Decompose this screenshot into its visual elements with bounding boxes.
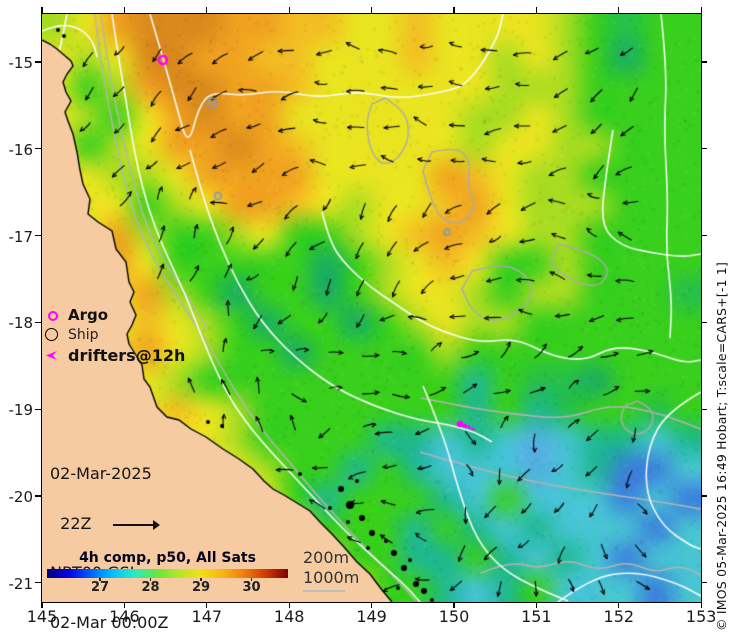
x-axis-label: 152 [603, 607, 635, 626]
y-axis-tick-right [701, 495, 707, 497]
x-axis-tick [288, 602, 290, 608]
x-axis-tick-top [288, 7, 290, 13]
legend-label-ship: Ship [68, 327, 99, 343]
depth-label-1000m: 1000m [303, 568, 360, 587]
sst-map-canvas[interactable] [42, 14, 701, 602]
velocity-scale-arrowhead-icon [153, 520, 160, 530]
x-axis-tick-top [41, 7, 43, 13]
y-axis-tick [35, 61, 41, 63]
colorbar-tick [99, 578, 101, 581]
y-axis-tick-right [701, 61, 707, 63]
y-axis-tick-right [701, 321, 707, 324]
y-axis-label: -18 [8, 314, 34, 333]
sst-colorbar [47, 569, 288, 578]
y-axis-label: -21 [8, 574, 34, 593]
y-axis-tick [35, 582, 41, 584]
y-axis-tick-right [701, 235, 707, 237]
legend-label-drifters: drifters@12h [68, 346, 186, 365]
y-axis-label: -15 [8, 54, 34, 72]
x-axis-tick-top [453, 7, 455, 13]
x-axis-tick [41, 602, 43, 608]
x-axis-label: 145 [26, 607, 58, 626]
x-axis-tick [453, 602, 455, 608]
colorbar-tick-label: 27 [90, 580, 110, 595]
map-frame [41, 13, 702, 603]
x-axis-label: 146 [109, 607, 140, 626]
x-axis-tick-top [618, 7, 620, 13]
y-axis-tick [35, 495, 41, 497]
y-axis-label: -19 [8, 401, 34, 420]
x-axis-tick [618, 602, 620, 608]
y-axis-tick [35, 408, 41, 410]
x-axis-tick [123, 602, 126, 608]
argo-float-icon [48, 311, 58, 321]
x-axis-tick-top [535, 7, 538, 13]
info-date: 02-Mar-2025 [50, 464, 152, 483]
depth-contour-sample-line [303, 590, 345, 592]
colorbar-tick-label: 30 [242, 580, 261, 595]
colorbar-tick-label: 28 [141, 580, 160, 595]
ship-icon [45, 328, 58, 341]
y-axis-label: -20 [8, 488, 34, 506]
x-axis-label: 147 [191, 607, 223, 626]
y-axis-tick [35, 235, 41, 237]
y-axis-label: -16 [8, 140, 34, 159]
x-axis-label: 151 [521, 607, 552, 626]
y-axis-tick [35, 321, 41, 324]
run-info-block: 02-Mar-2025 22Z NRT00 GSL 02-Mar 00:00Z … [50, 433, 184, 634]
y-axis-tick [35, 148, 41, 150]
colorbar-title: 4h comp, p50, All Sats [79, 550, 256, 566]
x-axis-label: 150 [438, 607, 470, 626]
x-axis-tick [206, 602, 208, 608]
depth-label-200m: 200m [303, 548, 350, 567]
legend-label-argo: Argo [68, 306, 109, 324]
x-axis-tick-top [206, 7, 208, 13]
velocity-scale-arrow [113, 524, 155, 526]
colorbar-tick [250, 578, 253, 581]
y-axis-tick-right [701, 408, 707, 410]
colorbar-tick [200, 578, 202, 581]
x-axis-tick [371, 602, 373, 608]
y-axis-tick-right [701, 148, 707, 150]
info-hour: 22Z [50, 513, 92, 533]
copyright-note: © IMOS 05-Mar-2025 16:49 Hobart; T:scale… [714, 261, 729, 631]
x-axis-label: 153 [685, 607, 717, 626]
x-axis-label: 149 [356, 607, 387, 626]
colorbar-tick [149, 578, 152, 581]
drifter-arrow-icon [46, 351, 57, 360]
x-axis-tick-top [371, 7, 373, 13]
colorbar-tick-label: 29 [191, 580, 211, 595]
y-axis-tick-right [701, 582, 707, 584]
x-axis-tick-top [123, 7, 126, 13]
info-gsl-time: 02-Mar 00:00Z [50, 612, 169, 632]
x-axis-tick [700, 602, 702, 608]
x-axis-tick-top [700, 7, 702, 13]
y-axis-label: -17 [8, 227, 34, 246]
x-axis-label: 148 [273, 607, 305, 626]
x-axis-tick [535, 602, 538, 608]
